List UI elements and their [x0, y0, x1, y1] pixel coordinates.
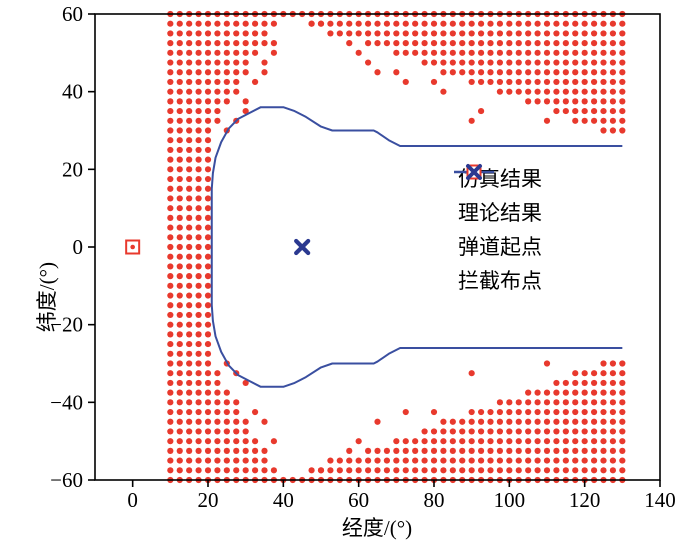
- legend-label-theory: 理论结果: [458, 201, 542, 225]
- svg-text:0: 0: [73, 235, 84, 259]
- svg-text:−20: −20: [50, 313, 83, 337]
- svg-text:80: 80: [424, 488, 445, 512]
- svg-text:120: 120: [569, 488, 601, 512]
- svg-text:−40: −40: [50, 390, 83, 414]
- x-axis-title: 经度/(°): [341, 516, 413, 540]
- svg-text:20: 20: [62, 157, 83, 181]
- svg-text:0: 0: [127, 488, 138, 512]
- legend-item-intercept: 拦截布点: [452, 164, 542, 297]
- svg-text:100: 100: [494, 488, 526, 512]
- y-axis-title: 纬度/(°): [35, 262, 60, 333]
- svg-text:20: 20: [198, 488, 219, 512]
- svg-text:−60: −60: [50, 468, 83, 492]
- legend: 仿真结果 理论结果 弹道起点 拦截布点: [452, 161, 542, 297]
- svg-text:60: 60: [62, 2, 83, 26]
- svg-text:60: 60: [348, 488, 369, 512]
- svg-text:140: 140: [644, 488, 676, 512]
- svg-text:40: 40: [62, 80, 83, 104]
- legend-label-launch: 弹道起点: [458, 235, 542, 259]
- legend-item-launch: 弹道起点: [452, 164, 542, 263]
- intercept-point-icon: [466, 164, 482, 180]
- svg-text:40: 40: [273, 488, 294, 512]
- legend-label-intercept: 拦截布点: [458, 269, 542, 293]
- legend-item-theory: 理论结果: [452, 170, 542, 229]
